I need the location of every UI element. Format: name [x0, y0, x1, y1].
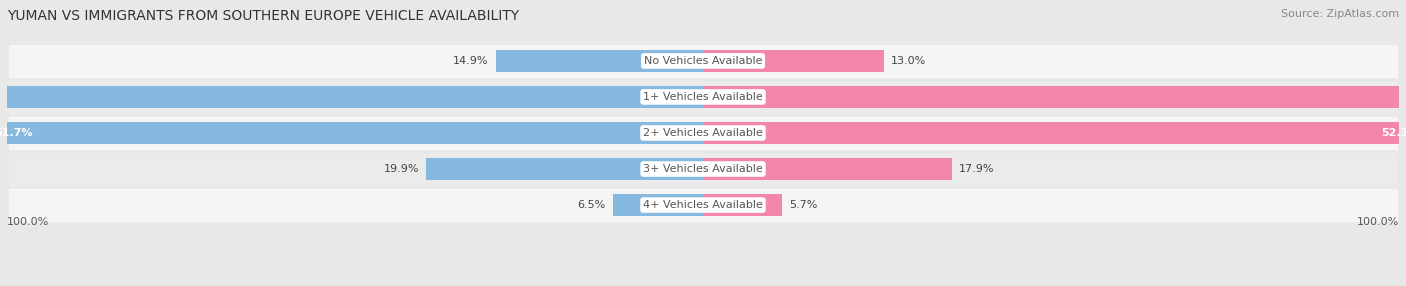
Bar [703, 122, 1406, 144]
Text: No Vehicles Available: No Vehicles Available [644, 56, 762, 66]
Text: 52.3%: 52.3% [1382, 128, 1406, 138]
Bar [703, 194, 782, 216]
Bar [7, 151, 1399, 187]
Text: 4+ Vehicles Available: 4+ Vehicles Available [643, 200, 763, 210]
Bar [0, 122, 703, 144]
Text: 13.0%: 13.0% [891, 56, 927, 66]
Bar [703, 158, 952, 180]
Bar [7, 43, 1399, 79]
Text: 6.5%: 6.5% [578, 200, 606, 210]
Text: 100.0%: 100.0% [1357, 217, 1399, 227]
Bar [495, 50, 703, 72]
Text: 14.9%: 14.9% [453, 56, 489, 66]
Text: 3+ Vehicles Available: 3+ Vehicles Available [643, 164, 763, 174]
Text: YUMAN VS IMMIGRANTS FROM SOUTHERN EUROPE VEHICLE AVAILABILITY: YUMAN VS IMMIGRANTS FROM SOUTHERN EUROPE… [7, 9, 519, 23]
Text: 2+ Vehicles Available: 2+ Vehicles Available [643, 128, 763, 138]
Bar [703, 86, 1406, 108]
Bar [7, 115, 1399, 151]
Bar [613, 194, 703, 216]
Bar [7, 187, 1399, 223]
Bar [0, 86, 703, 108]
Text: 5.7%: 5.7% [789, 200, 818, 210]
Bar [703, 50, 884, 72]
Bar [426, 158, 703, 180]
Text: 17.9%: 17.9% [959, 164, 994, 174]
Text: 100.0%: 100.0% [7, 217, 49, 227]
Text: 1+ Vehicles Available: 1+ Vehicles Available [643, 92, 763, 102]
Text: Source: ZipAtlas.com: Source: ZipAtlas.com [1281, 9, 1399, 19]
Text: 19.9%: 19.9% [384, 164, 419, 174]
Text: 51.7%: 51.7% [0, 128, 32, 138]
Bar [7, 79, 1399, 115]
